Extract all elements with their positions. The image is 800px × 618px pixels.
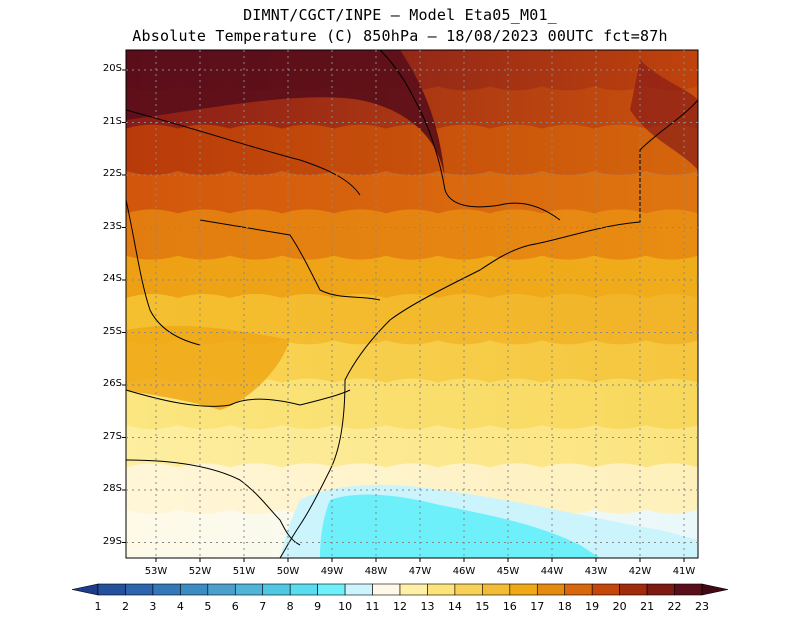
longitude-label: 46W	[452, 566, 476, 577]
chart-title-line2: Absolute Temperature (C) 850hPa – 18/08/…	[132, 27, 668, 45]
colorbar-segment	[97, 583, 126, 596]
colorbar-segment	[619, 583, 648, 596]
longitude-label: 43W	[584, 566, 608, 577]
colorbar	[71, 583, 729, 596]
colorbar-segment	[289, 583, 318, 596]
latitude-label: 24S	[102, 273, 122, 284]
colorbar-label: 23	[695, 600, 709, 613]
colorbar-segment	[591, 583, 620, 596]
state-border-sc	[126, 389, 351, 407]
colorbar-label: 8	[286, 600, 294, 613]
colorbar-segment	[152, 583, 181, 596]
colorbar-segment	[234, 583, 264, 596]
latitude-label: 27S	[102, 430, 122, 442]
latitude-label: 23S	[102, 220, 122, 232]
map-plot-area	[126, 50, 698, 558]
colorbar-segment	[317, 583, 346, 596]
colorbar-label: 22	[667, 600, 682, 613]
colorbar-label: 5	[204, 600, 212, 613]
colorbar-segment	[125, 583, 154, 596]
colorbar-min-arrow	[71, 583, 99, 596]
longitude-label: 48W	[364, 566, 388, 577]
longitude-label: 50W	[276, 566, 300, 577]
colorbar-segment	[262, 583, 291, 596]
colorbar-label: 9	[314, 600, 322, 613]
latitude-label: 25S	[102, 325, 122, 337]
colorbar-label: 4	[176, 600, 184, 613]
hot-core-east	[630, 60, 698, 170]
longitude-label: 53W	[144, 566, 168, 577]
latitude-label: 26S	[102, 378, 122, 389]
state-border-rs	[126, 459, 301, 546]
state-border-ms-sp	[126, 109, 361, 196]
colorbar-segment	[509, 583, 538, 596]
colorbar-label: 3	[149, 600, 157, 613]
colorbar-label: 12	[393, 600, 407, 613]
colorbar-segment	[482, 583, 511, 596]
colorbar-segment	[207, 583, 236, 596]
country-border-west	[126, 199, 201, 346]
colorbar-label: 7	[259, 600, 267, 613]
temperature-band	[126, 378, 698, 437]
colorbar-label: 2	[121, 600, 129, 613]
latitude-label: 22S	[102, 168, 122, 179]
longitude-label: 47W	[408, 566, 432, 577]
colorbar-label: 16	[502, 600, 517, 613]
longitude-label: 44W	[540, 566, 564, 577]
colorbar-label: 20	[612, 600, 627, 613]
warm-patch-southwest	[126, 325, 290, 410]
colorbar-segment	[454, 583, 483, 596]
colorbar-label: 14	[447, 600, 462, 613]
colorbar-segment	[180, 583, 209, 596]
latitude-label: 28S	[102, 483, 122, 494]
colorbar-segment	[646, 583, 675, 596]
map-frame	[125, 49, 699, 559]
colorbar-label: 17	[530, 600, 545, 613]
longitude-label: 41W	[672, 566, 696, 577]
axis-ticks	[122, 69, 685, 562]
temperature-band	[126, 124, 698, 183]
colorbar-segment	[536, 583, 566, 596]
latitude-label: 29S	[102, 535, 122, 547]
colorbar-segment	[674, 583, 703, 596]
latitude-label: 20S	[102, 63, 122, 74]
longitude-label: 45W	[496, 566, 520, 577]
colorbar-label: 21	[640, 600, 655, 613]
longitude-label: 49W	[320, 566, 344, 577]
colorbar-segment	[564, 583, 593, 596]
temperature-band	[126, 209, 698, 268]
colorbar-label: 1	[94, 600, 102, 613]
colorbar-segment	[427, 583, 456, 596]
colorbar-label: 13	[420, 600, 435, 613]
latitude-label: 21S	[102, 115, 122, 127]
longitude-label: 42W	[628, 566, 652, 577]
longitude-label: 51W	[232, 566, 256, 577]
colorbar-label: 19	[585, 600, 600, 613]
colorbar-label: 10	[338, 600, 353, 613]
colorbar-segment	[399, 583, 428, 596]
state-border-mg-sp	[379, 50, 561, 221]
colorbar-max-arrow	[701, 583, 729, 596]
colorbar-label: 18	[557, 600, 572, 613]
colorbar-segment	[344, 583, 373, 596]
colorbar-label: 6	[231, 600, 239, 613]
hot-core-north	[126, 50, 445, 180]
longitude-label: 52W	[188, 566, 212, 577]
chart-title-line1: DIMNT/CGCT/INPE – Model Eta05_M01_	[243, 6, 557, 24]
state-border-pr	[199, 219, 381, 301]
colorbar-label: 15	[475, 600, 490, 613]
colorbar-label: 11	[365, 600, 380, 613]
graticule	[126, 50, 698, 558]
colorbar-segment	[372, 583, 401, 596]
